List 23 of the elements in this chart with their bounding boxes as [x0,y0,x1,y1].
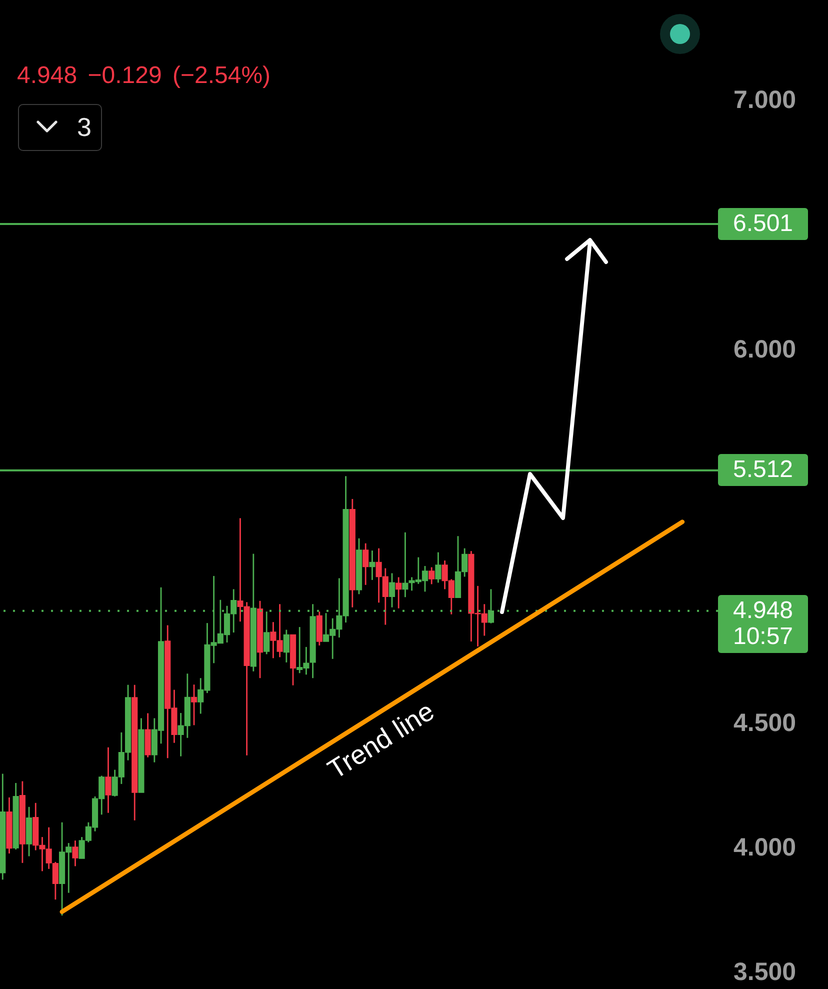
ref-line-label: 5.512 [718,456,808,484]
y-tick-label: 6.000 [734,335,796,364]
text: 4.948 −0.129 (−2.54%) [17,62,271,90]
annotation: 3 [77,112,92,142]
candlestick [264,610,270,655]
candlestick [428,566,435,585]
candlestick [362,542,369,586]
y-tick-label: 4.000 [734,834,796,862]
candlestick [72,840,78,867]
y-tick-label: 7.000 [734,86,796,114]
candlestick [190,684,198,726]
candlestick [402,532,408,598]
ref-line-label: 4.948 [732,596,794,624]
ref-line-label: 6.501 [718,210,808,237]
candlestick [105,746,112,814]
text: 10:57 [732,622,794,650]
candlestick [388,572,396,608]
y-tick-label: 3.500 [734,958,796,986]
candlestick [283,629,290,664]
candlestick [369,550,376,581]
candlestick [396,576,402,610]
y-tick-label: 4.500 [734,708,796,737]
candlestick [435,552,442,584]
